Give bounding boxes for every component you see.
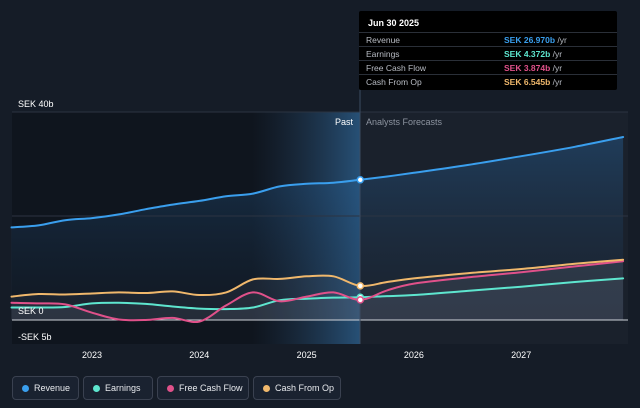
- legend-label: Free Cash Flow: [179, 383, 243, 393]
- x-tick-label: 2024: [189, 350, 209, 360]
- tooltip: Jun 30 2025 Revenue SEK 26.970b /yr Earn…: [359, 11, 617, 90]
- tooltip-label: Revenue: [366, 35, 401, 45]
- tooltip-value: SEK 6.545b /yr: [504, 77, 563, 87]
- tooltip-value: SEK 4.372b /yr: [504, 49, 563, 59]
- x-tick-label: 2025: [297, 350, 317, 360]
- tooltip-row-earnings: Earnings SEK 4.372b /yr: [359, 46, 617, 61]
- tooltip-row-fcf: Free Cash Flow SEK 3.874b /yr: [359, 60, 617, 75]
- y-label-top: SEK 40b: [18, 99, 54, 109]
- marker-revenue[interactable]: [356, 176, 365, 184]
- tooltip-row-revenue: Revenue SEK 26.970b /yr: [359, 32, 617, 47]
- legend-item-revenue[interactable]: Revenue: [12, 376, 79, 400]
- tooltip-label: Cash From Op: [366, 77, 422, 87]
- legend-item-earnings[interactable]: Earnings: [83, 376, 153, 400]
- y-label-bottom: -SEK 5b: [18, 332, 52, 342]
- series-area-free-cash-flow: [11, 261, 624, 323]
- legend-label: Revenue: [34, 383, 71, 393]
- x-tick-label: 2023: [82, 350, 102, 360]
- marker-free-cash-flow[interactable]: [356, 296, 365, 304]
- y-label-zero: SEK 0: [18, 306, 44, 316]
- tooltip-date: Jun 30 2025: [368, 18, 420, 28]
- series-line-cash-from-op: [10, 258, 625, 298]
- legend-item-cash-from-op[interactable]: Cash From Op: [253, 376, 341, 400]
- series-line-earnings: [10, 277, 625, 311]
- legend-item-free-cash-flow[interactable]: Free Cash Flow: [157, 376, 249, 400]
- past-label: Past: [335, 117, 354, 127]
- series-line-revenue: [10, 136, 625, 229]
- series-line-free-cash-flow: [10, 260, 625, 324]
- earnings-dot-icon: [93, 385, 100, 392]
- legend-label: Cash From Op: [275, 383, 335, 393]
- series-area-revenue: [11, 137, 624, 320]
- tooltip-value: SEK 3.874b /yr: [504, 63, 563, 73]
- free-cash-flow-dot-icon: [167, 385, 174, 392]
- marker-cash-from-op[interactable]: [356, 282, 365, 290]
- tooltip-label: Earnings: [366, 49, 400, 59]
- tooltip-value: SEK 26.970b /yr: [504, 35, 567, 45]
- x-tick-label: 2026: [404, 350, 424, 360]
- tooltip-label: Free Cash Flow: [366, 63, 426, 73]
- forecast-label: Analysts Forecasts: [366, 117, 443, 127]
- legend-label: Earnings: [105, 383, 141, 393]
- revenue-dot-icon: [22, 385, 29, 392]
- x-tick-label: 2027: [511, 350, 531, 360]
- cash-from-op-dot-icon: [263, 385, 270, 392]
- tooltip-row-cfo: Cash From Op SEK 6.545b /yr: [359, 74, 617, 89]
- series-area-earnings: [11, 278, 624, 320]
